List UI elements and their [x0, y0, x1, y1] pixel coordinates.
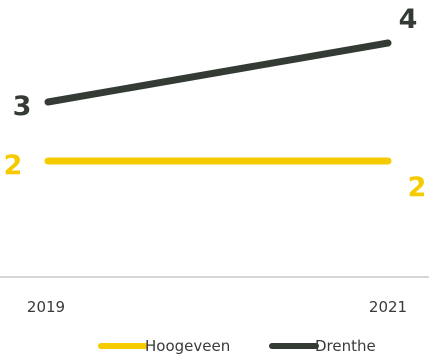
series-line-drenthe	[44, 39, 392, 106]
data-label-hoogeveen-2019: 2	[4, 150, 23, 181]
series-layer: 2 2 3 4	[4, 4, 427, 203]
x-tick-label-2019: 2019	[27, 298, 65, 316]
x-tick-label-2021: 2021	[369, 298, 407, 316]
legend-label-hoogeveen: Hoogeveen	[145, 337, 230, 355]
legend-label-drenthe: Drenthe	[315, 337, 376, 355]
legend: Hoogeveen Drenthe	[98, 337, 376, 355]
data-label-hoogeveen-2021: 2	[408, 172, 427, 203]
data-label-drenthe-2021: 4	[399, 4, 418, 35]
data-label-drenthe-2019: 3	[13, 91, 32, 122]
